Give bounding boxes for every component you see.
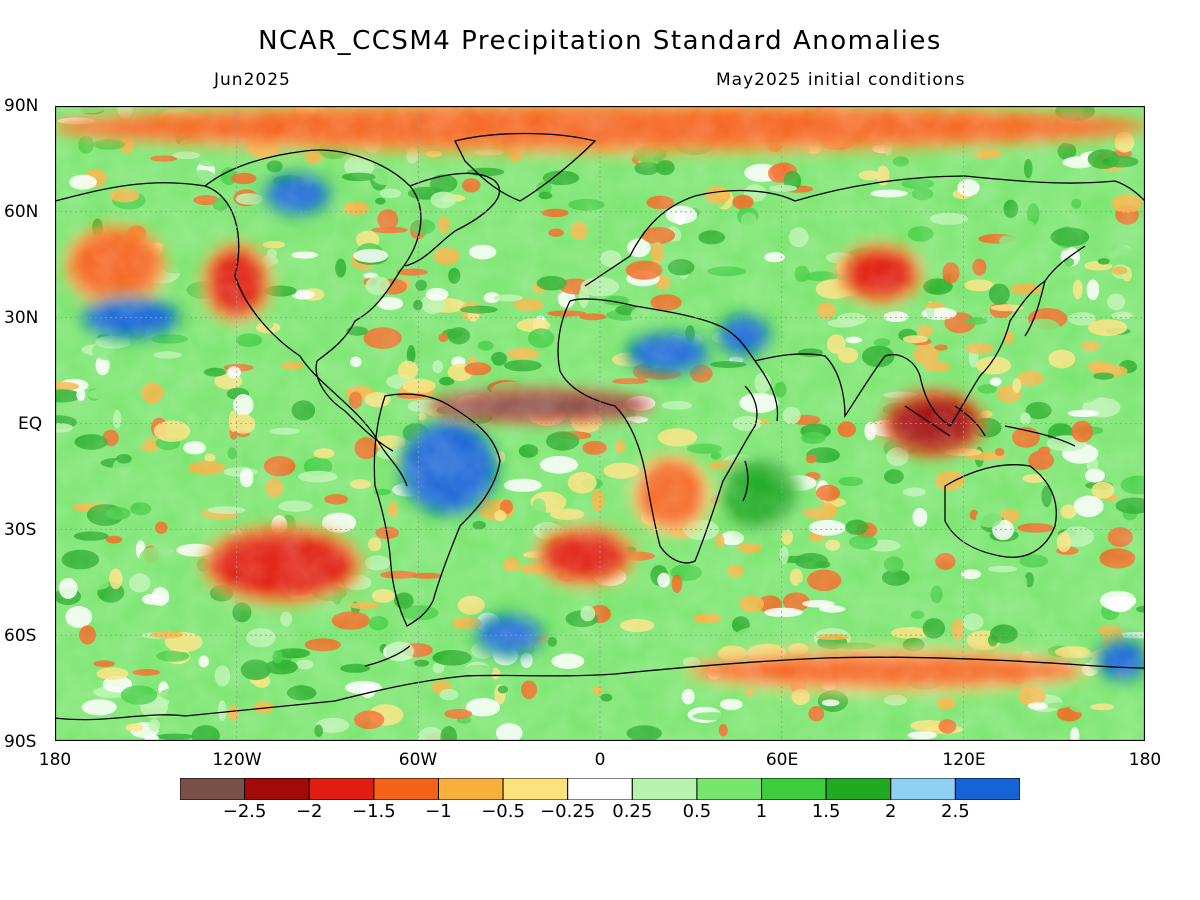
- colorbar-swatch: [825, 778, 892, 800]
- colorbar-swatch: [373, 778, 439, 800]
- lat-label-90n: 90N: [4, 96, 39, 116]
- colorbar-label: −1: [425, 801, 452, 822]
- colorbar-label: 0.5: [682, 801, 712, 822]
- colorbar-swatch: [761, 778, 827, 800]
- colorbar-swatch: [437, 778, 504, 800]
- lon-label-60w: 60W: [398, 750, 438, 770]
- lat-label-60n: 60N: [4, 202, 39, 222]
- lat-lon-grid: [55, 106, 1145, 741]
- lon-label-120w: 120W: [212, 750, 262, 770]
- lon-label-180e: 180: [1128, 750, 1162, 770]
- map-frame: [55, 106, 1145, 741]
- anomaly-map: [55, 106, 1145, 741]
- lat-label-30n: 30N: [4, 308, 39, 328]
- initial-conditions-label: May2025 initial conditions: [716, 70, 966, 90]
- colorbar-swatch: [696, 778, 763, 800]
- lat-label-90s: 90S: [4, 732, 37, 752]
- lon-label-0: 0: [594, 750, 606, 770]
- colorbar-label: 1.5: [811, 801, 841, 822]
- lon-label-120e: 120E: [942, 750, 986, 770]
- lon-label-60e: 60E: [765, 750, 799, 770]
- lat-label-60s: 60S: [4, 626, 37, 646]
- lat-label-30s: 30S: [4, 520, 37, 540]
- map-title: NCAR_CCSM4 Precipitation Standard Anomal…: [258, 26, 942, 56]
- anomaly-field: [55, 106, 1145, 741]
- colorbar-label: 1: [755, 801, 768, 822]
- colorbar-swatch: [954, 778, 1020, 800]
- colorbar-swatch: [890, 778, 956, 800]
- colorbar-label: −2: [295, 801, 323, 822]
- colorbar-label: 2.5: [941, 801, 970, 822]
- colorbar-label: −0.25: [540, 801, 596, 822]
- colorbar-swatch: [180, 778, 246, 800]
- colorbar-label: −0.5: [481, 801, 525, 822]
- valid-month-label: Jun2025: [214, 70, 291, 90]
- colorbar-swatch: [244, 778, 310, 800]
- colorbar-label: 2: [885, 801, 897, 822]
- colorbar-swatch: [308, 778, 375, 800]
- colorbar-swatch: [502, 778, 569, 800]
- lon-label-180w: 180: [38, 750, 72, 770]
- coastlines: [55, 132, 1145, 721]
- colorbar: [180, 778, 1020, 800]
- colorbar-swatch: [567, 778, 633, 800]
- colorbar-label: 0.25: [612, 801, 653, 822]
- colorbar-labels: −2.5 −2 −1.5 −1 −0.5 −0.25 0.25 0.5 1 1.5 2 2.5: [180, 801, 1020, 825]
- colorbar-label: −2.5: [222, 801, 267, 822]
- colorbar-label: −1.5: [351, 801, 396, 822]
- colorbar-swatch: [631, 778, 698, 800]
- lat-label-eq: EQ: [18, 414, 43, 434]
